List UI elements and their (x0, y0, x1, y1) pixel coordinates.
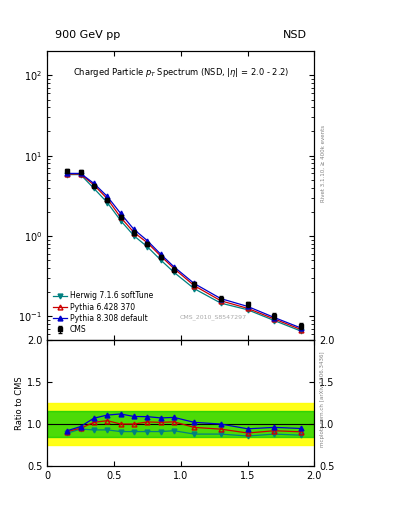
Herwig 7.1.6 softTune (65, 172, 70, 178)
Herwig 7.1.6 softTune (132, 233, 136, 239)
Herwig 7.1.6 softTune (145, 244, 150, 250)
Pythia 6.428 370 (105, 196, 110, 202)
Herwig 7.1.6 softTune (78, 172, 83, 178)
Pythia 8.308 default (65, 170, 70, 177)
Pythia 8.308 default (299, 325, 303, 331)
Herwig 7.1.6 softTune (219, 300, 223, 306)
Herwig 7.1.6 softTune (105, 200, 110, 206)
Pythia 8.308 default (192, 281, 196, 287)
Herwig 7.1.6 softTune (272, 317, 277, 324)
Line: Pythia 8.308 default: Pythia 8.308 default (65, 171, 303, 330)
Herwig 7.1.6 softTune (192, 286, 196, 292)
Y-axis label: Ratio to CMS: Ratio to CMS (15, 376, 24, 430)
Text: 900 GeV pp: 900 GeV pp (55, 30, 120, 39)
Pythia 6.428 370 (145, 240, 150, 246)
Line: Pythia 6.428 370: Pythia 6.428 370 (65, 172, 303, 332)
Pythia 6.428 370 (245, 305, 250, 311)
Pythia 6.428 370 (132, 229, 136, 236)
Pythia 8.308 default (272, 314, 277, 321)
Pythia 8.308 default (158, 251, 163, 258)
Herwig 7.1.6 softTune (118, 218, 123, 224)
Pythia 8.308 default (105, 194, 110, 200)
Pythia 8.308 default (145, 238, 150, 244)
Text: NSD: NSD (283, 30, 307, 39)
Pythia 6.428 370 (65, 171, 70, 177)
Line: Herwig 7.1.6 softTune: Herwig 7.1.6 softTune (65, 172, 303, 333)
Pythia 8.308 default (219, 295, 223, 302)
Pythia 8.308 default (78, 170, 83, 177)
Pythia 6.428 370 (78, 171, 83, 177)
Pythia 8.308 default (92, 180, 96, 186)
Herwig 7.1.6 softTune (245, 307, 250, 313)
Text: CMS_2010_S8547297: CMS_2010_S8547297 (179, 314, 246, 320)
Pythia 8.308 default (132, 226, 136, 232)
Herwig 7.1.6 softTune (299, 328, 303, 334)
Herwig 7.1.6 softTune (172, 269, 176, 275)
Text: Charged Particle $p_T$ Spectrum (NSD, $|\eta|$ = 2.0 - 2.2): Charged Particle $p_T$ Spectrum (NSD, $|… (73, 66, 289, 79)
Pythia 8.308 default (172, 264, 176, 270)
Pythia 6.428 370 (118, 215, 123, 221)
Legend: Herwig 7.1.6 softTune, Pythia 6.428 370, Pythia 8.308 default, CMS: Herwig 7.1.6 softTune, Pythia 6.428 370,… (51, 289, 156, 336)
Pythia 6.428 370 (158, 253, 163, 259)
Pythia 6.428 370 (172, 266, 176, 272)
Herwig 7.1.6 softTune (92, 185, 96, 191)
Pythia 6.428 370 (272, 316, 277, 322)
Pythia 8.308 default (245, 303, 250, 309)
Pythia 8.308 default (118, 210, 123, 217)
Pythia 6.428 370 (299, 327, 303, 333)
Text: mcplots.cern.ch [arXiv:1306.3436]: mcplots.cern.ch [arXiv:1306.3436] (320, 352, 325, 447)
Pythia 6.428 370 (92, 182, 96, 188)
Herwig 7.1.6 softTune (158, 257, 163, 263)
Text: Rivet 3.1.10, ≥ 400k events: Rivet 3.1.10, ≥ 400k events (320, 125, 325, 202)
Pythia 6.428 370 (219, 298, 223, 304)
Pythia 6.428 370 (192, 283, 196, 289)
